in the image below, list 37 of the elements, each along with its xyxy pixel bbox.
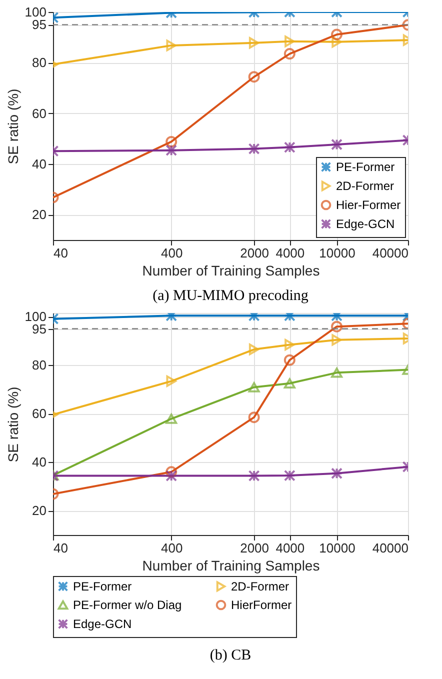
y-tick-label: 95 xyxy=(32,17,46,32)
x-tick-label: 40 xyxy=(54,246,68,260)
y-tick-label: 80 xyxy=(32,358,46,373)
y-tick-label: 20 xyxy=(32,207,46,222)
y-axis-title: SE ratio (%) xyxy=(4,88,21,164)
y-tick-label: 40 xyxy=(32,156,46,172)
y-axis-title: SE ratio (%) xyxy=(4,386,21,462)
x-axis-title: Number of Training Samples xyxy=(142,262,320,278)
legend-label: Hier-Former xyxy=(336,198,401,212)
y-tick-label: 60 xyxy=(32,406,46,422)
x-tick-label: 10000 xyxy=(319,246,356,260)
x-axis-title: Number of Training Samples xyxy=(142,558,320,574)
x-tick-label: 400 xyxy=(160,540,183,556)
x-tick-label: 10000 xyxy=(319,540,356,556)
y-tick-label: 100 xyxy=(24,4,46,20)
x-tick-label: 400 xyxy=(160,246,183,260)
legend-label: HierFormer xyxy=(231,598,292,612)
y-tick-label: 40 xyxy=(32,454,46,470)
x-tick-label: 4000 xyxy=(276,246,305,260)
legend-label: PE-Former w/o Diag xyxy=(73,598,182,612)
x-tick-label: 40 xyxy=(54,540,68,556)
legend-label: Edge-GCN xyxy=(73,617,132,631)
legend-label: Edge-GCN xyxy=(336,217,395,231)
x-tick-label: 40000 xyxy=(372,540,408,556)
x-tick-label: 40000 xyxy=(372,246,408,260)
text: (a) MU-MIMO precoding xyxy=(152,288,309,304)
y-tick-label: 60 xyxy=(32,106,46,121)
x-tick-label: 4000 xyxy=(276,540,305,556)
x-tick-label: 2000 xyxy=(240,540,270,556)
y-tick-label: 20 xyxy=(32,503,46,518)
legend-label: PE-Former xyxy=(73,579,132,594)
x-tick-label: 2000 xyxy=(240,246,270,260)
text: (b) CB xyxy=(210,648,252,664)
legend-label: 2D-Former xyxy=(231,579,290,594)
legend-label: 2D-Former xyxy=(336,179,394,193)
y-tick-label: 80 xyxy=(32,55,46,70)
legend-label: PE-Former xyxy=(336,160,395,174)
